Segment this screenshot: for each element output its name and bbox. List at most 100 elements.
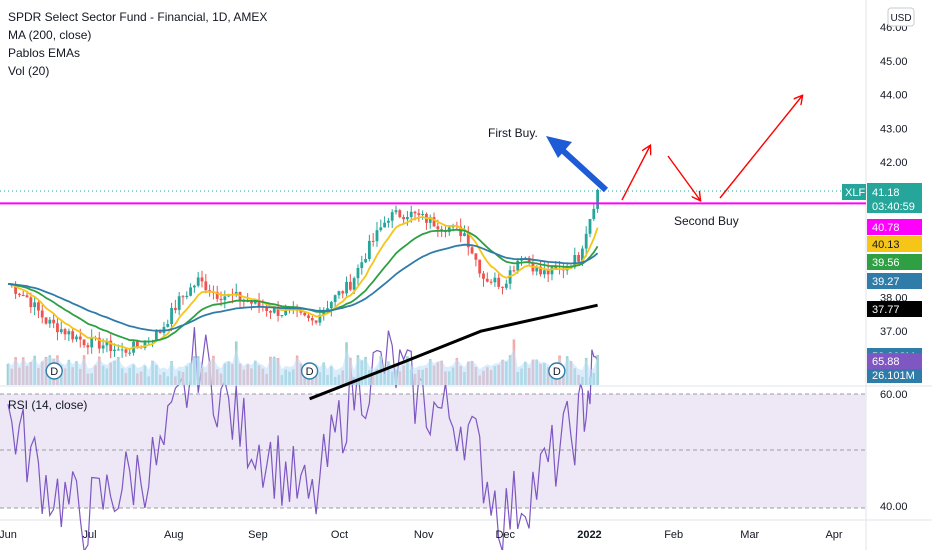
symbol-badge[interactable] <box>842 184 866 200</box>
candle-body <box>417 213 421 216</box>
price-tick: 42.00 <box>880 157 908 169</box>
rsi-label[interactable]: RSI (14, close) <box>8 398 87 412</box>
price-badge[interactable] <box>867 183 922 213</box>
candle-body <box>116 349 120 351</box>
candle-body <box>459 226 463 237</box>
candle-body <box>86 345 90 348</box>
volume-bar <box>596 355 599 385</box>
candle-body <box>14 285 18 294</box>
price-tick: 44.00 <box>880 90 908 102</box>
candle-body <box>158 330 162 333</box>
candle-body <box>482 273 485 279</box>
candle-body <box>124 349 128 353</box>
price-badge[interactable] <box>867 254 922 270</box>
currency-box[interactable] <box>887 7 915 27</box>
price-badge-value: 26.101M <box>872 370 915 382</box>
candle-body <box>269 311 272 313</box>
price-badge-countdown: 03:40:59 <box>872 201 915 213</box>
arrow-down[interactable] <box>667 155 700 200</box>
candle-body <box>436 226 440 230</box>
candle-body <box>466 233 470 248</box>
candle-body <box>542 270 546 275</box>
candle-body <box>383 222 386 228</box>
candle-body <box>18 293 21 296</box>
candle-body <box>48 319 52 324</box>
ma200-line[interactable] <box>309 303 598 401</box>
candle-body <box>406 216 409 220</box>
dividend-letter: D <box>306 366 314 378</box>
candle-body <box>272 308 276 313</box>
candle-body <box>166 324 170 327</box>
time-tick: Mar <box>740 529 759 541</box>
candle-body <box>539 266 542 275</box>
candle-body <box>341 291 345 294</box>
candle-body <box>276 308 280 316</box>
candle-body <box>29 297 33 308</box>
time-axis[interactable]: Jun Jul Aug Sep Oct Nov Dec 2022 Feb Mar Apr <box>0 529 843 541</box>
time-tick: Nov <box>414 529 434 541</box>
arrow-up-1[interactable] <box>621 146 650 201</box>
rsi-tick: 60.00 <box>880 389 908 401</box>
candle-body <box>379 227 383 231</box>
candle-body <box>356 267 360 279</box>
ema-slow-line[interactable] <box>7 243 599 332</box>
legend-emas[interactable]: Pablos EMAs <box>8 46 81 60</box>
candle-body <box>250 301 253 304</box>
price-badge[interactable] <box>867 301 922 317</box>
candle-body <box>204 281 208 291</box>
candle-body <box>337 291 341 296</box>
candle-body <box>75 336 78 340</box>
price-tick: 37.00 <box>880 326 908 338</box>
candle-body <box>200 277 204 282</box>
second-buy-label[interactable]: Second Buy <box>674 214 739 228</box>
dividend-marker[interactable] <box>45 362 63 380</box>
candle-body <box>580 248 584 262</box>
candle-body <box>333 295 337 303</box>
legend-ma[interactable]: MA (200, close) <box>8 28 92 42</box>
candle-body <box>386 220 390 223</box>
arrow-up-2[interactable] <box>719 96 802 199</box>
price-tick: 43.00 <box>880 123 908 135</box>
candle-body <box>428 217 432 223</box>
candle-body <box>318 315 322 323</box>
candle-body <box>592 208 596 220</box>
candle-body <box>497 277 501 287</box>
legend-title[interactable]: SPDR Select Sector Fund - Financial, 1D,… <box>8 10 268 24</box>
candle-body <box>485 278 489 282</box>
chart-legend: SPDR Select Sector Fund - Financial, 1D,… <box>8 8 267 80</box>
rsi-badge-value: 65.88 <box>872 356 900 368</box>
candle-body <box>360 262 364 268</box>
time-tick: Dec <box>495 529 515 541</box>
candle-body <box>128 352 132 354</box>
rsi-line[interactable] <box>7 327 599 550</box>
legend-vol[interactable]: Vol (20) <box>8 64 50 78</box>
currency-label: USD <box>890 13 911 24</box>
price-badge[interactable] <box>867 273 922 289</box>
ema-fast-line[interactable] <box>7 215 599 350</box>
candle-body <box>409 211 413 217</box>
symbol-badge-label: XLF <box>845 187 865 199</box>
dividend-marker[interactable] <box>300 362 319 380</box>
price-badge[interactable] <box>867 367 922 383</box>
price-badge[interactable] <box>867 219 922 235</box>
candle-body <box>573 255 577 268</box>
dividend-marker[interactable] <box>548 362 566 380</box>
candle-body <box>352 278 356 290</box>
candle-body <box>135 341 139 347</box>
dividend-letter: D <box>50 366 58 378</box>
candle-body <box>223 296 227 301</box>
first-buy-label[interactable]: First Buy. <box>488 126 538 140</box>
price-badge[interactable] <box>867 236 922 252</box>
candle-body <box>97 337 101 349</box>
candle-body <box>527 257 531 263</box>
candle-body <box>588 219 592 234</box>
blue-arrow-head <box>546 136 572 158</box>
blue-arrow-shaft[interactable] <box>557 145 609 193</box>
rsi-badge[interactable] <box>867 353 922 370</box>
candle-body <box>504 283 508 288</box>
time-tick: Sep <box>248 529 268 541</box>
candle-body <box>474 253 478 260</box>
candle-body <box>421 213 425 216</box>
candle-body <box>25 295 29 298</box>
